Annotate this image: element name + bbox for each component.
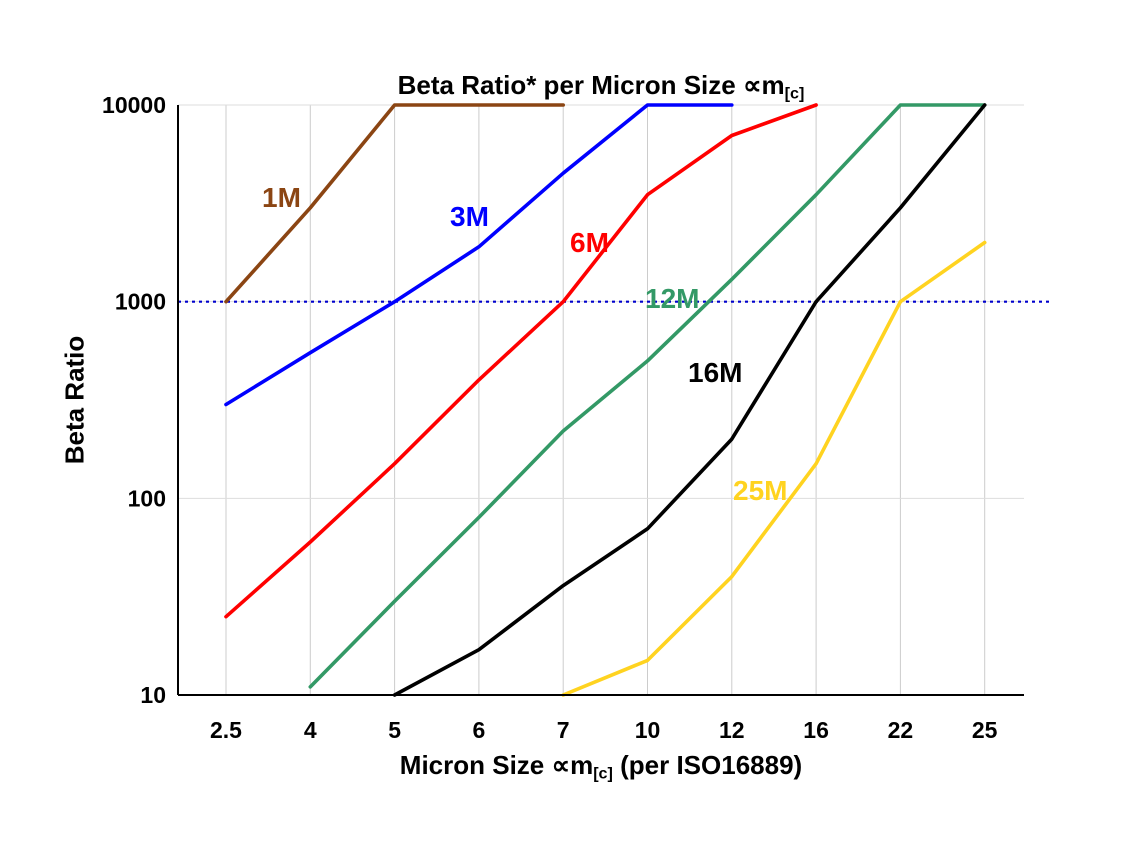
x-axis-label-text: Micron Size ∝m bbox=[399, 750, 594, 780]
x-tick-label: 16 bbox=[803, 717, 829, 743]
series-line-1M bbox=[224, 103, 566, 304]
series-line-3M bbox=[224, 103, 734, 407]
x-axis-label-subscript: [c] bbox=[593, 764, 613, 783]
x-tick-label: 7 bbox=[557, 717, 570, 743]
series-line-25M bbox=[561, 240, 987, 697]
series-label-6M: 6M bbox=[570, 227, 609, 258]
series-line-6M bbox=[224, 103, 818, 619]
y-tick-label: 10000 bbox=[102, 92, 166, 118]
series-line-16M bbox=[392, 103, 987, 697]
x-tick-label: 6 bbox=[473, 717, 486, 743]
series-line-12M bbox=[308, 103, 987, 689]
x-axis-label-suffix: (per ISO16889) bbox=[612, 750, 803, 780]
y-axis-label: Beta Ratio bbox=[59, 335, 90, 465]
x-tick-label: 10 bbox=[635, 717, 661, 743]
x-axis-label: Micron Size ∝m[c] (per ISO16889) bbox=[178, 750, 1024, 784]
y-tick-label: 100 bbox=[128, 485, 166, 511]
chart-title-subscript: [c] bbox=[784, 84, 805, 103]
chart-title-text: Beta Ratio* per Micron Size ∝m bbox=[397, 70, 785, 100]
x-tick-label: 4 bbox=[304, 717, 317, 743]
x-tick-label: 2.5 bbox=[210, 717, 242, 743]
y-tick-label: 1000 bbox=[115, 289, 166, 315]
chart-title: Beta Ratio* per Micron Size ∝m[c] bbox=[178, 70, 1024, 104]
x-tick-label: 5 bbox=[388, 717, 401, 743]
x-tick-label: 25 bbox=[972, 717, 998, 743]
x-tick-label: 12 bbox=[719, 717, 745, 743]
series-label-25M: 25M bbox=[733, 475, 787, 506]
x-tick-label: 22 bbox=[888, 717, 914, 743]
series-label-12M: 12M bbox=[645, 283, 699, 314]
series-label-1M: 1M bbox=[262, 182, 301, 213]
series-label-16M: 16M bbox=[688, 357, 742, 388]
series-label-3M: 3M bbox=[450, 201, 489, 232]
y-tick-label: 10 bbox=[140, 682, 166, 708]
